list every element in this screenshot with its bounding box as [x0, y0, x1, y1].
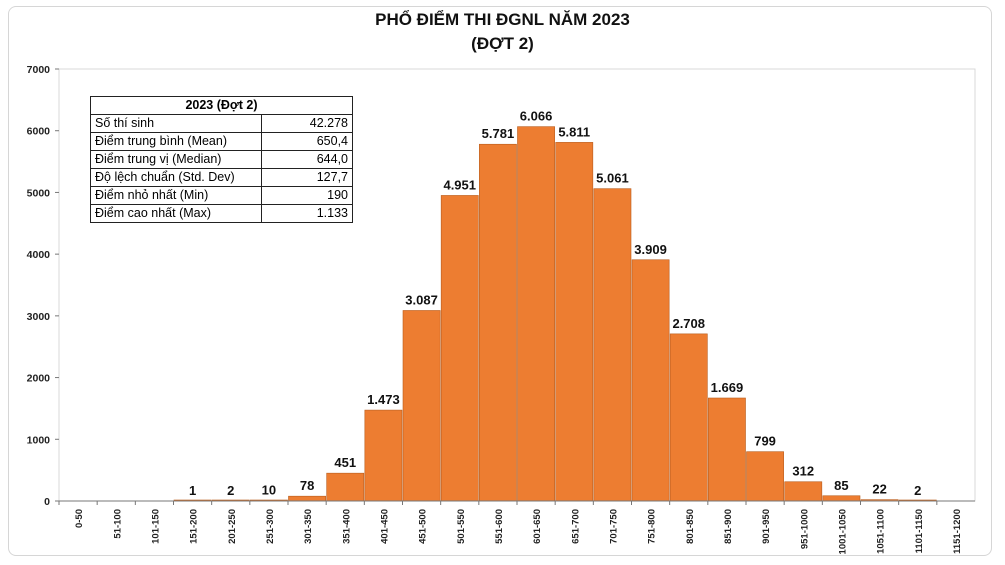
data-label: 85 [834, 478, 848, 493]
y-tick-label: 4000 [27, 249, 51, 261]
bar [593, 188, 632, 502]
stats-value: 650,4 [261, 132, 353, 151]
data-label: 2 [227, 483, 234, 498]
data-label: 10 [262, 482, 276, 497]
data-label: 3.909 [634, 242, 667, 257]
data-label: 5.811 [558, 124, 590, 139]
bar [669, 333, 708, 502]
data-label: 4.951 [443, 177, 476, 192]
x-tick-label: 1101-1150 [914, 509, 925, 553]
data-label: 22 [872, 482, 886, 497]
bar [631, 259, 670, 502]
x-tick-label: 101-150 [150, 509, 161, 544]
x-tick-label: 201-250 [227, 509, 238, 544]
bar [326, 472, 365, 502]
y-tick-label: 2000 [27, 373, 51, 385]
stats-row: Điểm cao nhất (Max) 1.133 [90, 204, 353, 223]
x-tick-label: 701-750 [608, 509, 619, 544]
data-label: 1.473 [367, 392, 400, 407]
x-tick-label: 651-700 [570, 509, 581, 544]
x-tick-label: 601-650 [532, 509, 543, 544]
x-tick-label: 1001-1050 [837, 509, 848, 554]
x-tick-label: 1151-1200 [952, 509, 963, 554]
bar [555, 142, 594, 502]
x-tick-label: 351-400 [341, 509, 352, 544]
data-label: 5.781 [482, 126, 515, 141]
stats-value: 1.133 [261, 204, 353, 223]
stats-value: 127,7 [261, 168, 353, 187]
x-tick-label: 151-200 [189, 509, 200, 544]
stats-label: Độ lệch chuẩn (Std. Dev) [90, 168, 262, 187]
bar [479, 143, 517, 502]
bar [440, 195, 479, 502]
stats-label: Điểm trung vị (Median) [90, 150, 262, 169]
data-label: 5.061 [596, 171, 629, 186]
x-tick-label: 251-300 [265, 509, 276, 544]
x-tick-label: 851-900 [723, 509, 734, 544]
bar [708, 397, 746, 502]
bar [822, 495, 861, 502]
chart-frame [8, 6, 992, 556]
x-tick-label: 501-550 [456, 509, 467, 544]
data-label: 2.708 [672, 316, 705, 331]
y-tick-label: 0 [44, 496, 50, 508]
y-tick-label: 1000 [27, 434, 51, 446]
y-tick-label: 5000 [27, 187, 51, 199]
stats-row: Điểm trung vị (Median) 644,0 [90, 150, 353, 169]
chart-title: PHỔ ĐIỂM THI ĐGNL NĂM 2023 [375, 10, 630, 29]
data-label: 1.669 [711, 380, 744, 395]
stats-row: Điểm trung bình (Mean) 650,4 [90, 132, 353, 151]
x-tick-label: 301-350 [303, 509, 314, 544]
x-tick-label: 1051-1100 [876, 509, 887, 554]
x-tick-label: 751-800 [647, 509, 658, 544]
bar [402, 310, 441, 502]
statistics-table: 2023 (Đợt 2) Số thí sinh 42.278 Điểm trun… [90, 96, 353, 223]
x-tick-label: 951-1000 [799, 509, 810, 549]
stats-label: Số thí sinh [90, 114, 262, 133]
stats-header: 2023 (Đợt 2) [90, 96, 353, 115]
stats-row: Điểm nhỏ nhất (Min) 190 [90, 186, 353, 205]
x-tick-label: 401-450 [379, 509, 390, 544]
x-tick-label: 451-500 [418, 509, 429, 544]
stats-label: Điểm trung bình (Mean) [90, 132, 262, 151]
bar [288, 495, 326, 502]
data-label: 3.087 [405, 292, 438, 307]
data-label: 6.066 [520, 109, 553, 124]
data-label: 799 [754, 434, 776, 449]
bar [364, 409, 403, 502]
stats-value: 42.278 [261, 114, 353, 133]
data-label: 451 [334, 455, 356, 470]
stats-label: Điểm nhỏ nhất (Min) [90, 186, 262, 205]
data-label: 1 [189, 483, 196, 498]
y-tick-label: 7000 [27, 64, 51, 76]
stats-value: 644,0 [261, 150, 353, 169]
data-label: 2 [914, 483, 921, 498]
x-tick-label: 551-600 [494, 509, 505, 544]
y-tick-label: 3000 [27, 311, 51, 323]
x-tick-label: 0-50 [74, 509, 85, 528]
data-label: 78 [300, 478, 314, 493]
stats-value: 190 [261, 186, 353, 205]
chart-subtitle: (ĐỢT 2) [471, 34, 534, 53]
x-tick-label: 801-850 [685, 509, 696, 544]
data-label: 312 [792, 464, 814, 479]
y-tick-label: 6000 [27, 126, 51, 138]
stats-label: Điểm cao nhất (Max) [90, 204, 262, 223]
stats-row: Độ lệch chuẩn (Std. Dev) 127,7 [90, 168, 353, 187]
bar [784, 481, 823, 502]
bar [517, 126, 555, 502]
stats-row: Số thí sinh 42.278 [90, 114, 353, 133]
x-tick-label: 51-100 [112, 509, 123, 539]
bar [746, 451, 784, 502]
x-tick-label: 901-950 [761, 509, 772, 544]
